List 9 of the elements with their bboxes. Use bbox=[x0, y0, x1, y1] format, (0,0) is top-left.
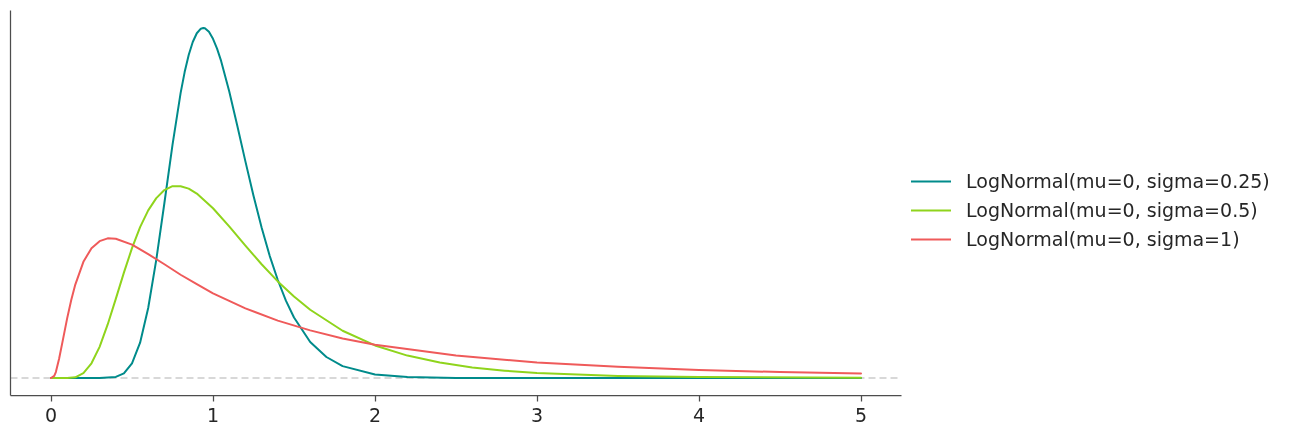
x-tick-label: 2 bbox=[368, 403, 382, 426]
legend-label: LogNormal(mu=0, sigma=0.5) bbox=[966, 198, 1258, 222]
x-tick-label: 1 bbox=[206, 403, 220, 426]
x-tick-label: 4 bbox=[692, 403, 706, 426]
x-tick-label: 5 bbox=[854, 403, 868, 426]
x-tick-label: 3 bbox=[530, 403, 544, 426]
legend-label: LogNormal(mu=0, sigma=1) bbox=[966, 227, 1240, 251]
x-tick-label: 0 bbox=[44, 403, 58, 426]
legend-label: LogNormal(mu=0, sigma=0.25) bbox=[966, 169, 1270, 193]
